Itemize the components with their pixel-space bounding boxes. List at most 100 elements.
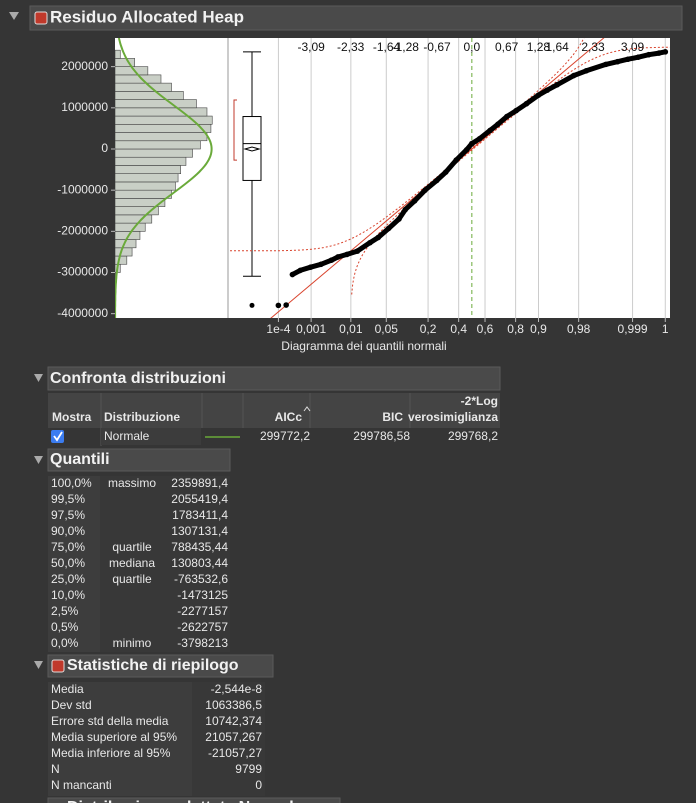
quantile-level: 75,0% bbox=[51, 540, 85, 554]
qq-point bbox=[289, 271, 296, 278]
y-tick-label: -2000000 bbox=[57, 224, 108, 238]
histogram-bar bbox=[115, 49, 121, 59]
shortest-half bbox=[233, 99, 237, 161]
stat-value: 10742,374 bbox=[205, 714, 262, 728]
column-header[interactable]: -2*Log bbox=[461, 394, 498, 408]
stat-label: Media bbox=[51, 682, 84, 696]
x-tick-label: 0,8 bbox=[507, 322, 524, 336]
qq-point bbox=[487, 127, 493, 134]
y-tick-label: 1000000 bbox=[61, 100, 108, 114]
x-tick-label: 0,2 bbox=[420, 322, 437, 336]
disclosure-triangle[interactable] bbox=[34, 456, 43, 464]
qq-point bbox=[335, 254, 341, 260]
qq-point bbox=[645, 51, 652, 58]
histogram-bar bbox=[115, 140, 201, 150]
section-title: Distribuzione adattata Normale bbox=[67, 799, 303, 803]
cell-value: 299768,2 bbox=[448, 429, 498, 443]
histogram-bar bbox=[115, 99, 197, 109]
qq-point bbox=[504, 113, 510, 120]
table-column bbox=[192, 682, 265, 796]
disclosure-triangle[interactable] bbox=[9, 12, 19, 20]
histogram-bar bbox=[115, 82, 172, 92]
qq-point bbox=[328, 257, 335, 263]
column-header[interactable]: Distribuzione bbox=[104, 410, 180, 424]
disclosure-triangle[interactable] bbox=[34, 374, 43, 382]
distribution-name: Normale bbox=[104, 429, 150, 443]
histogram-bar bbox=[115, 132, 208, 142]
cell-value: 299772,2 bbox=[260, 429, 310, 443]
checkbox[interactable] bbox=[51, 430, 64, 443]
qq-point bbox=[570, 72, 577, 79]
qq-point bbox=[411, 198, 418, 204]
quantile-value: 1307131,4 bbox=[171, 524, 228, 538]
qq-point bbox=[463, 147, 470, 153]
y-tick-label: 2000000 bbox=[61, 59, 108, 73]
stat-value: 21057,267 bbox=[205, 730, 262, 744]
histogram-bar bbox=[115, 173, 179, 183]
quantile-label: quartile bbox=[112, 540, 152, 554]
quantile-value: 130803,44 bbox=[171, 556, 228, 570]
y-tick-label: -3000000 bbox=[57, 265, 108, 279]
qq-point bbox=[554, 81, 560, 88]
x-tick-label: 0,6 bbox=[477, 322, 494, 336]
qq-point bbox=[603, 61, 609, 68]
qq-point bbox=[583, 67, 590, 74]
top-tick-label: 3,09 bbox=[621, 40, 645, 54]
quantile-value: 2359891,4 bbox=[171, 476, 228, 490]
quantile-level: 2,5% bbox=[51, 604, 79, 618]
top-tick-label: -3,09 bbox=[297, 40, 325, 54]
quantile-level: 50,0% bbox=[51, 556, 85, 570]
section-header bbox=[47, 448, 231, 472]
histogram-bar bbox=[115, 115, 213, 125]
qq-point bbox=[307, 264, 314, 270]
quantile-level: 100,0% bbox=[51, 476, 92, 490]
x-tick-label: 0,01 bbox=[339, 322, 363, 336]
quantile-value: -2622757 bbox=[177, 620, 228, 634]
top-tick-label: -1,64 bbox=[373, 40, 401, 54]
top-tick-label: -0,67 bbox=[423, 40, 451, 54]
qq-point bbox=[367, 239, 373, 246]
quantile-level: 0,5% bbox=[51, 620, 79, 634]
histogram-bar bbox=[115, 148, 193, 158]
histogram-bar bbox=[115, 181, 176, 191]
qq-point bbox=[625, 56, 631, 63]
quantile-level: 10,0% bbox=[51, 588, 85, 602]
quantile-value: 788435,44 bbox=[171, 540, 228, 554]
column-header[interactable]: AICc bbox=[275, 410, 303, 424]
qq-point bbox=[433, 177, 440, 184]
top-tick-label: -2,33 bbox=[337, 40, 365, 54]
qq-point bbox=[656, 50, 662, 56]
qq-point bbox=[544, 87, 551, 93]
section-header bbox=[47, 366, 501, 391]
qq-point bbox=[614, 58, 621, 65]
quantile-value: 1783411,4 bbox=[172, 508, 228, 522]
histogram-bar bbox=[115, 107, 208, 117]
histogram-bar bbox=[115, 189, 172, 199]
quantile-level: 99,5% bbox=[51, 492, 85, 506]
x-tick-label: 0,05 bbox=[375, 322, 399, 336]
stat-label: N mancanti bbox=[51, 778, 112, 792]
qq-point bbox=[535, 92, 542, 98]
disclosure-triangle[interactable] bbox=[34, 661, 43, 669]
quantile-level: 90,0% bbox=[51, 524, 85, 538]
qq-point bbox=[422, 187, 428, 193]
quantile-value: -1473125 bbox=[177, 588, 228, 602]
stat-label: Media superiore al 95% bbox=[51, 730, 177, 744]
qq-point bbox=[495, 121, 501, 128]
column-header[interactable]: verosimiglianza bbox=[408, 410, 498, 424]
column-header[interactable]: BIC bbox=[382, 410, 403, 424]
stat-value: 1063386,5 bbox=[205, 698, 262, 712]
qq-point bbox=[354, 248, 361, 254]
menu-icon[interactable] bbox=[51, 659, 65, 673]
histogram-bar bbox=[115, 58, 136, 67]
top-tick-label: 0,67 bbox=[495, 40, 519, 54]
section-title: Statistiche di riepilogo bbox=[67, 657, 239, 674]
qq-point bbox=[396, 216, 402, 222]
qq-point bbox=[523, 100, 530, 107]
box bbox=[242, 116, 262, 181]
plot-area bbox=[115, 38, 670, 318]
menu-icon[interactable] bbox=[34, 11, 48, 25]
qq-point bbox=[513, 107, 519, 114]
